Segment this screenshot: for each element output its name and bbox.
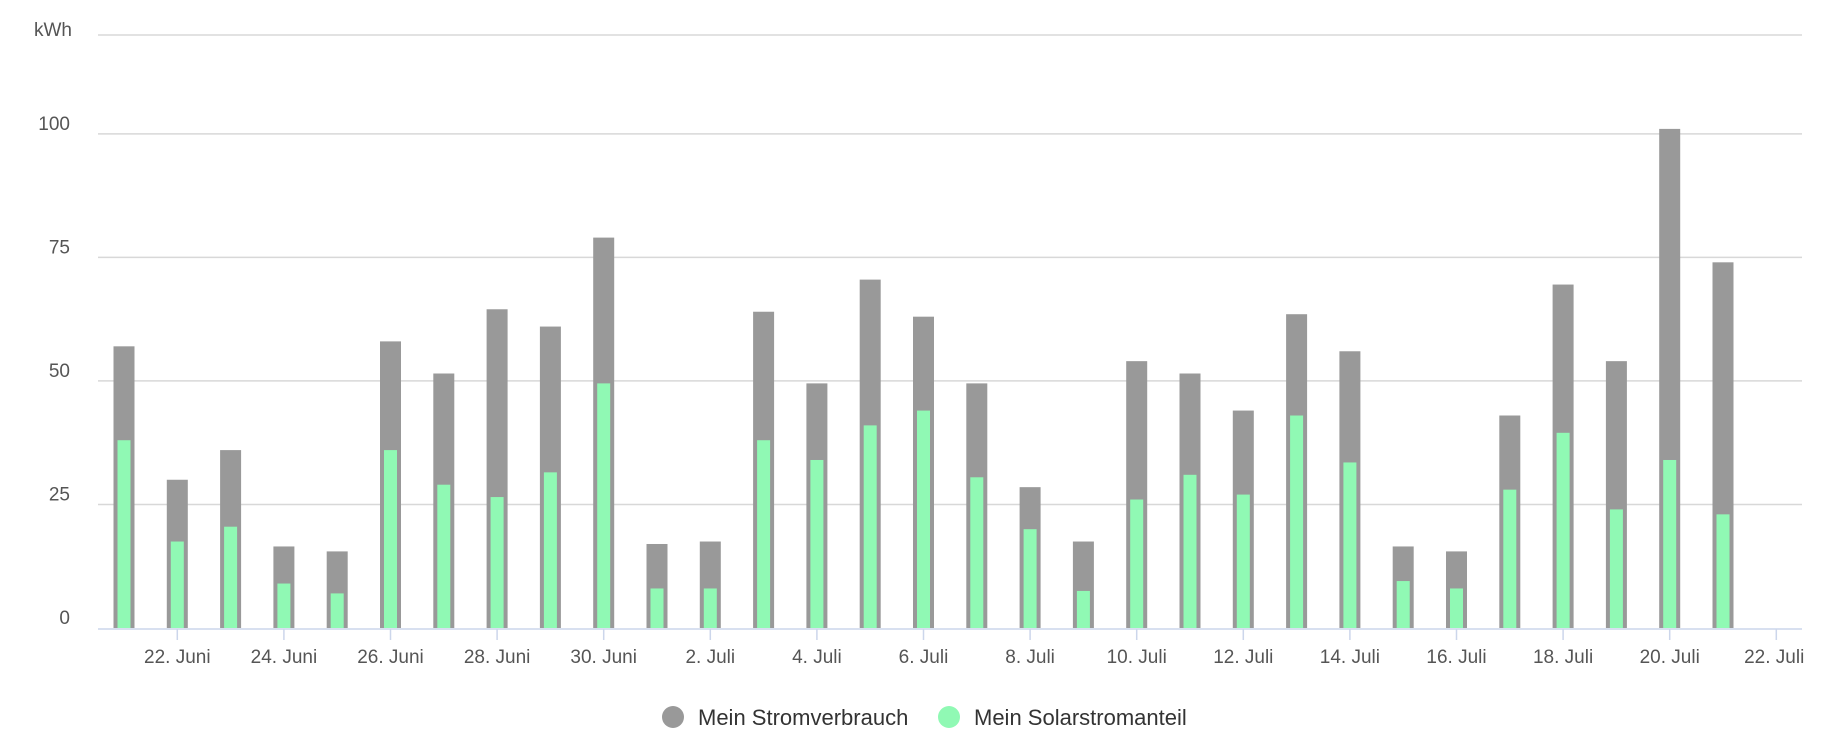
x-tick-label: 14. Juli (1320, 647, 1380, 668)
x-tick-label: 2. Juli (685, 647, 735, 668)
legend-item-consumption[interactable]: Mein Stromverbrauch (662, 705, 908, 730)
bar-solar[interactable] (650, 588, 664, 628)
y-tick-label: 0 (59, 608, 70, 629)
x-tick-label: 22. Juni (144, 647, 211, 668)
x-tick-label: 28. Juni (464, 647, 531, 668)
bar-solar[interactable] (277, 583, 291, 628)
x-tick-label: 22. Juli (1744, 647, 1804, 668)
legend-marker (662, 706, 684, 728)
bars (113, 128, 1734, 628)
bar-solar[interactable] (1023, 529, 1037, 628)
x-tick-label: 30. Juni (570, 647, 637, 668)
bar-solar[interactable] (1716, 514, 1730, 628)
y-tick-label: 100 (38, 114, 70, 135)
bar-solar[interactable] (1609, 509, 1623, 628)
bar-solar[interactable] (863, 425, 877, 628)
legend-item-solar[interactable]: Mein Solarstromanteil (938, 705, 1187, 730)
x-tick-label: 16. Juli (1426, 647, 1486, 668)
x-tick-label: 4. Juli (792, 647, 842, 668)
bar-solar[interactable] (597, 383, 611, 628)
bar-solar[interactable] (1503, 489, 1517, 628)
bar-solar[interactable] (1663, 459, 1677, 628)
bar-solar[interactable] (1556, 432, 1570, 628)
x-tick-label: 18. Juli (1533, 647, 1593, 668)
bar-solar[interactable] (543, 472, 557, 628)
x-tick-label: 10. Juli (1107, 647, 1167, 668)
x-tick-label: 26. Juni (357, 647, 424, 668)
bar-solar[interactable] (1236, 494, 1250, 628)
bar-solar[interactable] (170, 541, 184, 628)
bar-solar[interactable] (703, 588, 717, 628)
bar-solar[interactable] (970, 477, 984, 628)
bar-solar[interactable] (1290, 415, 1304, 628)
bar-solar[interactable] (117, 440, 131, 628)
bar-solar[interactable] (490, 497, 504, 628)
legend-label: Mein Solarstromanteil (974, 705, 1187, 730)
bar-solar[interactable] (437, 484, 451, 628)
bar-solar[interactable] (1183, 474, 1197, 628)
bar-solar[interactable] (1076, 590, 1090, 628)
bar-solar[interactable] (1343, 462, 1357, 628)
bar-solar[interactable] (1396, 581, 1410, 628)
bar-solar[interactable] (384, 450, 397, 628)
bar-solar[interactable] (917, 410, 930, 628)
bar-solar[interactable] (757, 440, 771, 628)
x-tick-label: 12. Juli (1213, 647, 1273, 668)
y-unit-label: kWh (34, 20, 72, 41)
legend-marker (938, 706, 960, 728)
y-axis-labels: kWh 0 25 50 75 100 (34, 20, 72, 629)
x-tick-label: 24. Juni (251, 647, 318, 668)
legend-label: Mein Stromverbrauch (698, 705, 908, 730)
grid-lines (98, 34, 1802, 506)
x-axis: 22. Juni 24. Juni 26. Juni 28. Juni 30. Juni… (98, 628, 1804, 668)
y-tick-label: 50 (49, 361, 70, 382)
legend[interactable]: Mein Stromverbrauch Mein Solarstromanteil (662, 705, 1187, 730)
bar-solar[interactable] (810, 459, 824, 628)
bar-solar[interactable] (224, 526, 238, 628)
x-tick-label: 8. Juli (1005, 647, 1055, 668)
x-tick-label: 6. Juli (899, 647, 949, 668)
y-tick-label: 25 (49, 484, 70, 505)
y-tick-label: 75 (49, 237, 70, 258)
bar-solar[interactable] (330, 593, 344, 628)
bar-solar[interactable] (1450, 588, 1463, 628)
bar-solar[interactable] (1130, 499, 1144, 628)
x-tick-label: 20. Juli (1640, 647, 1700, 668)
